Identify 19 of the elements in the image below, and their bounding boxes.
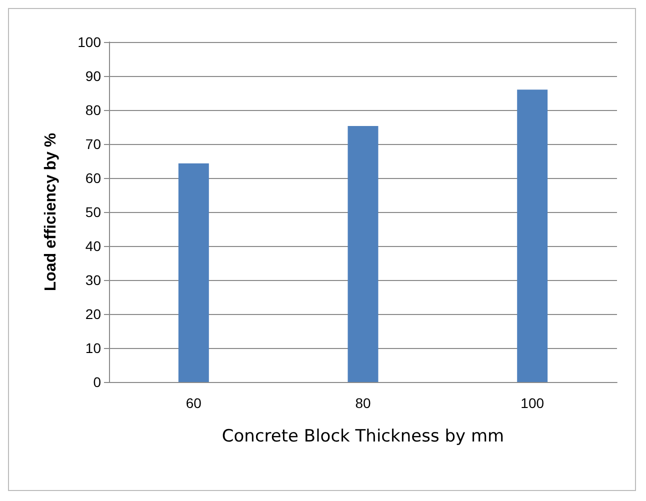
x-tick-label: 60	[186, 395, 202, 411]
bar	[517, 90, 548, 382]
y-tick-label: 20	[85, 306, 102, 322]
y-tick-label: 70	[85, 136, 102, 152]
y-tick-label: 100	[78, 34, 102, 50]
x-tick-label: 80	[355, 395, 371, 411]
y-tick-label: 60	[85, 170, 102, 186]
x-tick-label: 100	[520, 395, 544, 411]
y-tick-label: 40	[85, 238, 102, 254]
bar	[348, 126, 378, 382]
y-tick-label: 90	[85, 68, 102, 84]
y-tick-label: 80	[85, 102, 102, 118]
x-axis-title: Concrete Block Thickness by mm	[222, 426, 504, 446]
y-tick-label: 50	[85, 204, 102, 220]
y-tick-label: 30	[85, 272, 102, 288]
y-tick-label: 0	[93, 374, 102, 390]
y-axis-title: Load efficiency by %	[42, 132, 60, 292]
y-tick-label: 10	[85, 340, 102, 356]
bar	[178, 163, 209, 382]
